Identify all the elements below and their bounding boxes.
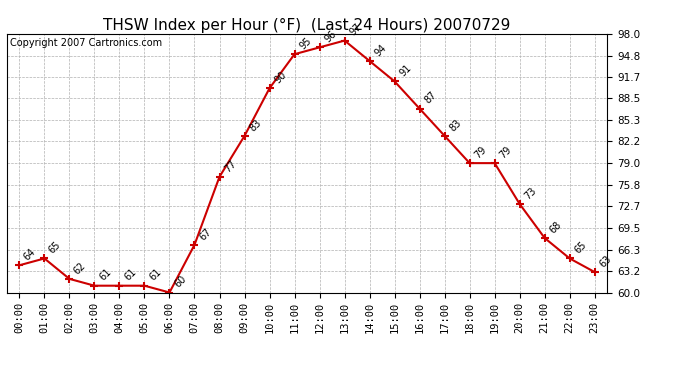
Title: THSW Index per Hour (°F)  (Last 24 Hours) 20070729: THSW Index per Hour (°F) (Last 24 Hours)… [104,18,511,33]
Text: 77: 77 [222,158,238,174]
Text: 97: 97 [347,22,363,38]
Text: 83: 83 [247,117,263,133]
Text: 68: 68 [547,219,563,235]
Text: 83: 83 [447,117,463,133]
Text: 95: 95 [297,36,313,51]
Text: 61: 61 [147,267,163,283]
Text: 65: 65 [573,240,589,256]
Text: 79: 79 [497,144,513,160]
Text: 61: 61 [122,267,138,283]
Text: 73: 73 [522,185,538,201]
Text: 79: 79 [473,144,489,160]
Text: 96: 96 [322,29,338,45]
Text: 67: 67 [197,226,213,242]
Text: 63: 63 [598,254,613,269]
Text: 91: 91 [397,63,413,79]
Text: 90: 90 [273,70,288,86]
Text: 61: 61 [97,267,113,283]
Text: 65: 65 [47,240,63,256]
Text: 87: 87 [422,90,438,106]
Text: 64: 64 [22,247,38,262]
Text: 62: 62 [72,260,88,276]
Text: 60: 60 [172,274,188,290]
Text: Copyright 2007 Cartronics.com: Copyright 2007 Cartronics.com [10,38,162,48]
Text: 94: 94 [373,42,388,58]
